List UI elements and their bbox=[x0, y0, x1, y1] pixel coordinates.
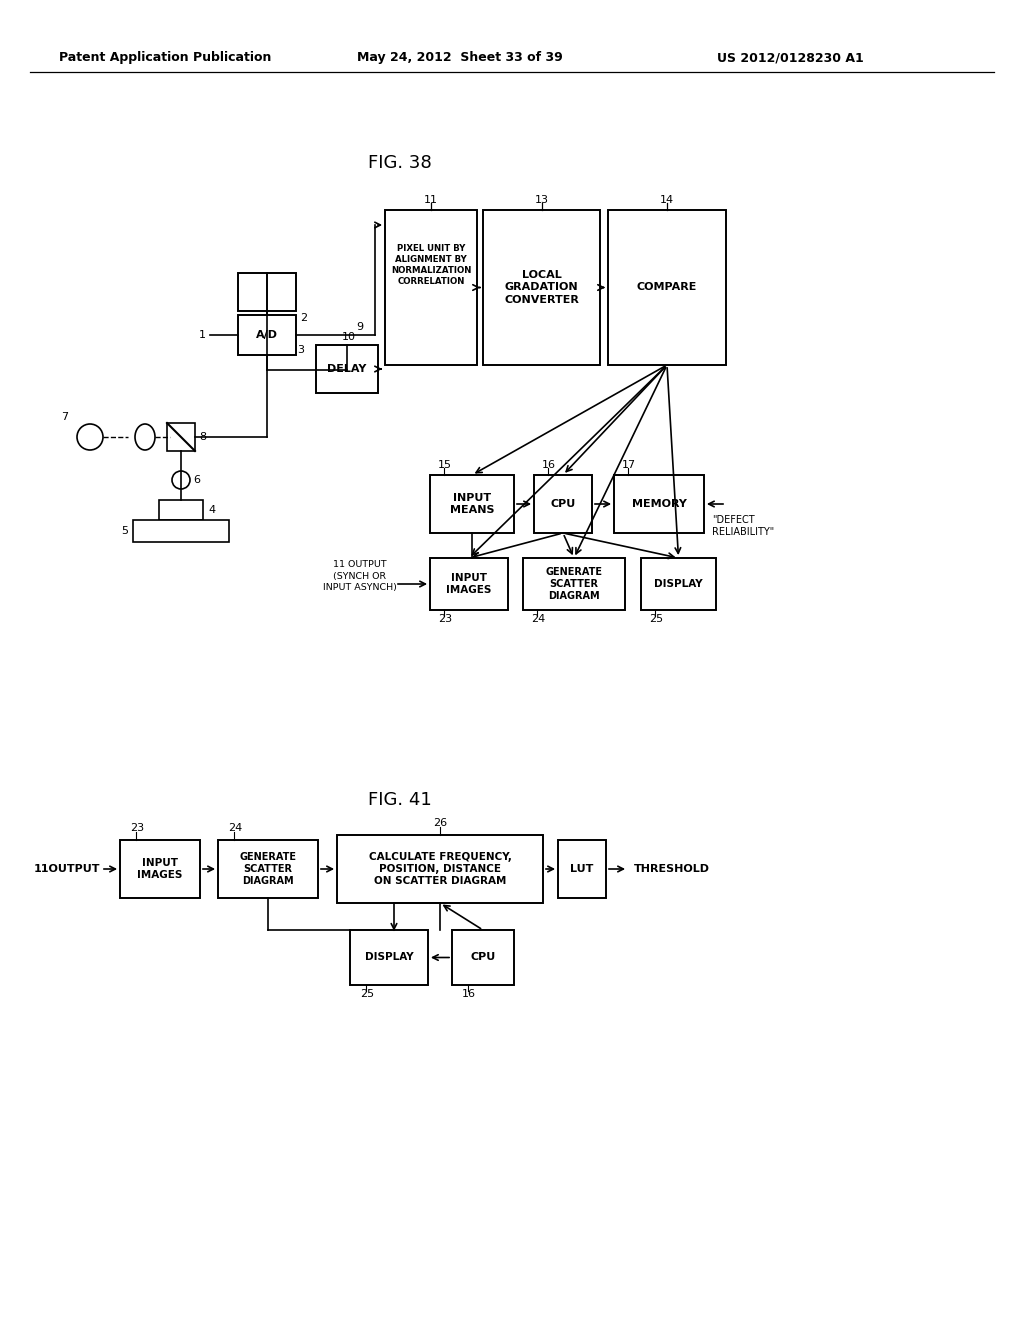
Text: 17: 17 bbox=[622, 459, 636, 470]
Bar bbox=[337, 836, 543, 903]
Text: CALCULATE FREQUENCY,
POSITION, DISTANCE
ON SCATTER DIAGRAM: CALCULATE FREQUENCY, POSITION, DISTANCE … bbox=[369, 851, 511, 887]
Text: 24: 24 bbox=[531, 614, 545, 624]
Bar bbox=[452, 931, 514, 985]
Text: 10: 10 bbox=[342, 333, 356, 342]
Text: FIG. 38: FIG. 38 bbox=[368, 154, 432, 172]
Text: MEMORY: MEMORY bbox=[632, 499, 686, 510]
Text: 25: 25 bbox=[649, 614, 664, 624]
Text: DISPLAY: DISPLAY bbox=[654, 579, 702, 589]
Text: 25: 25 bbox=[360, 989, 374, 999]
Bar bbox=[167, 422, 195, 451]
Bar bbox=[316, 345, 378, 393]
Text: 16: 16 bbox=[462, 989, 476, 999]
Text: 5: 5 bbox=[121, 525, 128, 536]
Bar bbox=[159, 500, 203, 520]
Text: PIXEL UNIT BY
ALIGNMENT BY
NORMALIZATION
CORRELATION: PIXEL UNIT BY ALIGNMENT BY NORMALIZATION… bbox=[391, 244, 471, 286]
Text: May 24, 2012  Sheet 33 of 39: May 24, 2012 Sheet 33 of 39 bbox=[357, 51, 563, 65]
Text: CPU: CPU bbox=[550, 499, 575, 510]
Text: 23: 23 bbox=[438, 614, 453, 624]
Bar bbox=[133, 520, 229, 543]
Text: 4: 4 bbox=[208, 506, 215, 515]
Bar bbox=[614, 475, 705, 533]
Text: 13: 13 bbox=[535, 195, 549, 205]
Bar bbox=[120, 840, 200, 898]
Bar bbox=[350, 931, 428, 985]
Bar bbox=[430, 558, 508, 610]
Text: COMPARE: COMPARE bbox=[637, 282, 697, 293]
Text: GENERATE
SCATTER
DIAGRAM: GENERATE SCATTER DIAGRAM bbox=[546, 566, 602, 602]
Text: 8: 8 bbox=[199, 432, 206, 442]
Text: 16: 16 bbox=[542, 459, 556, 470]
Text: 9: 9 bbox=[356, 322, 364, 333]
Bar bbox=[523, 558, 625, 610]
Text: A/D: A/D bbox=[256, 330, 278, 341]
Bar bbox=[238, 315, 296, 355]
Text: 11OUTPUT: 11OUTPUT bbox=[34, 865, 100, 874]
Text: FIG. 41: FIG. 41 bbox=[368, 791, 432, 809]
Bar bbox=[218, 840, 318, 898]
Text: LUT: LUT bbox=[570, 865, 594, 874]
Text: LOCAL
GRADATION
CONVERTER: LOCAL GRADATION CONVERTER bbox=[504, 271, 579, 305]
Text: 26: 26 bbox=[433, 818, 447, 828]
Text: 2: 2 bbox=[300, 313, 307, 323]
Text: 7: 7 bbox=[60, 412, 68, 422]
Bar bbox=[238, 273, 296, 312]
Text: CPU: CPU bbox=[470, 953, 496, 962]
Text: 15: 15 bbox=[438, 459, 452, 470]
Bar bbox=[385, 210, 477, 366]
Bar bbox=[641, 558, 716, 610]
Text: 6: 6 bbox=[193, 475, 200, 484]
Text: 11 OUTPUT
(SYNCH OR
INPUT ASYNCH): 11 OUTPUT (SYNCH OR INPUT ASYNCH) bbox=[323, 561, 397, 591]
Text: "DEFECT
RELIABILITY": "DEFECT RELIABILITY" bbox=[712, 515, 774, 537]
Text: THRESHOLD: THRESHOLD bbox=[634, 865, 710, 874]
Text: DELAY: DELAY bbox=[328, 364, 367, 374]
Text: 11: 11 bbox=[424, 195, 438, 205]
Text: GENERATE
SCATTER
DIAGRAM: GENERATE SCATTER DIAGRAM bbox=[240, 851, 297, 887]
Bar bbox=[534, 475, 592, 533]
Bar bbox=[608, 210, 726, 366]
Text: INPUT
MEANS: INPUT MEANS bbox=[450, 492, 495, 515]
Text: Patent Application Publication: Patent Application Publication bbox=[58, 51, 271, 65]
Text: US 2012/0128230 A1: US 2012/0128230 A1 bbox=[717, 51, 863, 65]
Text: INPUT
IMAGES: INPUT IMAGES bbox=[446, 573, 492, 595]
Text: 23: 23 bbox=[130, 822, 144, 833]
Text: DISPLAY: DISPLAY bbox=[365, 953, 414, 962]
Bar bbox=[558, 840, 606, 898]
Bar bbox=[483, 210, 600, 366]
Text: INPUT
IMAGES: INPUT IMAGES bbox=[137, 858, 182, 880]
Text: 24: 24 bbox=[228, 822, 243, 833]
Text: 14: 14 bbox=[659, 195, 674, 205]
Text: 3: 3 bbox=[297, 345, 304, 355]
Text: 1: 1 bbox=[199, 330, 206, 341]
Bar bbox=[430, 475, 514, 533]
